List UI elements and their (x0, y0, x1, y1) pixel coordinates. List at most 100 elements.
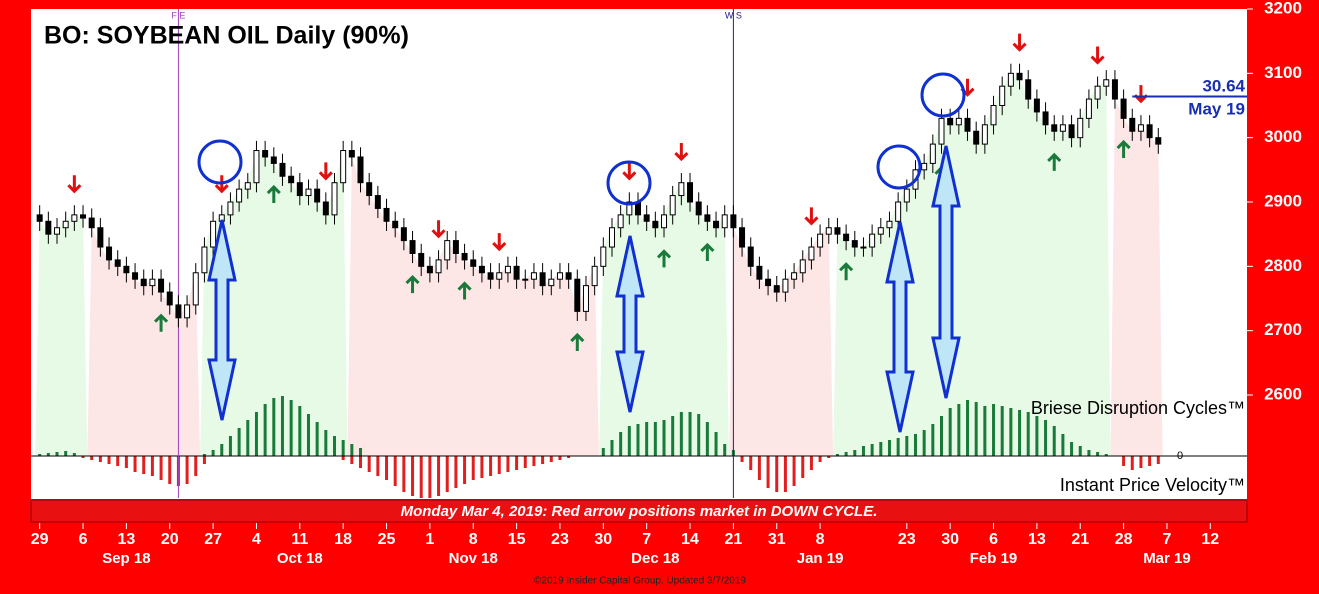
candle-body (296, 182, 303, 197)
histogram-bar (983, 406, 987, 456)
histogram-bar (809, 456, 813, 470)
histogram-bar (705, 422, 709, 456)
histogram-bar (341, 456, 345, 460)
x-tick-label: 28 (1115, 531, 1133, 548)
candle-body (1068, 124, 1075, 139)
y-tick-label: 3200 (1264, 0, 1302, 17)
up-arrow (266, 184, 281, 204)
down-arrow (431, 220, 446, 239)
candle-body (808, 246, 815, 261)
month-label: Nov 18 (449, 550, 498, 567)
histogram-bar (653, 422, 657, 456)
histogram-bar (697, 414, 701, 456)
histogram-bar (1130, 456, 1134, 470)
histogram-bar (1148, 456, 1152, 466)
x-tick-label: 25 (378, 531, 396, 548)
banner-text: Monday Mar 4, 2019: Red arrow positions … (401, 503, 878, 520)
y-tick-label: 2900 (1264, 191, 1302, 210)
up-arrow (405, 274, 420, 294)
candle-body (851, 240, 858, 248)
histogram-bar (497, 456, 501, 474)
up-arrow (1116, 139, 1131, 159)
candle-body (426, 265, 433, 274)
candle-body (435, 259, 442, 274)
histogram-bar (306, 414, 310, 456)
histogram-bar (714, 432, 718, 456)
candle-body (444, 240, 451, 261)
histogram-bar (1156, 456, 1160, 464)
histogram-bar (749, 456, 753, 470)
candle-body (487, 272, 494, 280)
contract-label: May 19 (1188, 99, 1245, 118)
histogram-bar (913, 434, 917, 456)
x-tick-label: 11 (291, 531, 308, 548)
candle-body (565, 272, 572, 280)
histogram-bar (324, 430, 328, 456)
histogram-bar (1061, 434, 1065, 456)
down-arrow (674, 143, 689, 162)
candle-body (869, 233, 876, 248)
y-tick-label: 2800 (1264, 256, 1302, 275)
histogram-bar (1139, 456, 1143, 468)
histogram-bar (419, 456, 423, 498)
histogram-bar (246, 420, 250, 456)
candle-body (210, 220, 217, 248)
histogram-bar (124, 456, 128, 468)
x-tick-label: 21 (1071, 531, 1089, 548)
x-tick-label: 8 (469, 531, 478, 548)
x-tick-label: 7 (1163, 531, 1172, 548)
down-arrow (1012, 33, 1027, 52)
candle-body (166, 291, 173, 306)
histogram-bar (46, 453, 50, 456)
candle-body (739, 227, 746, 248)
histogram-bar (757, 456, 761, 480)
candle-body (530, 272, 537, 280)
histogram-bar (558, 456, 562, 460)
histogram-bar (792, 456, 796, 486)
month-label: Feb 19 (970, 550, 1018, 567)
x-tick-label: 15 (508, 531, 526, 548)
candle-body (1077, 117, 1084, 139)
candle-body (799, 259, 806, 274)
histogram-bar (254, 412, 258, 456)
histogram-bar (159, 456, 163, 480)
candle-body (418, 252, 425, 267)
candle-body (591, 265, 598, 287)
histogram-bar (211, 450, 215, 456)
candle-body (938, 117, 945, 145)
candle-body (704, 214, 711, 222)
x-tick-label: 13 (1028, 531, 1046, 548)
candle-body (895, 201, 902, 222)
histogram-bar (1035, 416, 1039, 456)
candle-body (513, 265, 520, 280)
candle-body (574, 278, 581, 312)
candle-body (184, 304, 191, 319)
histogram-bar (827, 456, 831, 458)
histogram-bar (1018, 410, 1022, 456)
candle-body (860, 246, 867, 249)
y2-tick-label: 0 (1177, 450, 1183, 462)
up-arrow (457, 281, 472, 300)
x-tick-label: 6 (79, 531, 88, 548)
histogram-bar (90, 456, 94, 460)
histogram-bar (411, 456, 415, 496)
x-tick-label: 13 (117, 531, 135, 548)
candle-body (999, 85, 1006, 106)
histogram-bar (723, 444, 727, 456)
cycle-shading (35, 214, 88, 456)
candle-body (132, 272, 139, 280)
histogram-bar (133, 456, 137, 472)
event-label: W S (725, 10, 742, 20)
histogram-bar (55, 452, 59, 456)
candle-body (964, 117, 971, 132)
candle-body (36, 214, 43, 222)
histogram-bar (506, 456, 510, 472)
candle-body (652, 220, 659, 229)
candle-body (62, 220, 69, 229)
histogram-bar (359, 456, 363, 468)
histogram-bar (532, 456, 536, 466)
x-tick-label: 8 (816, 531, 825, 548)
histogram-bar (107, 456, 111, 464)
candle-body (175, 304, 182, 319)
